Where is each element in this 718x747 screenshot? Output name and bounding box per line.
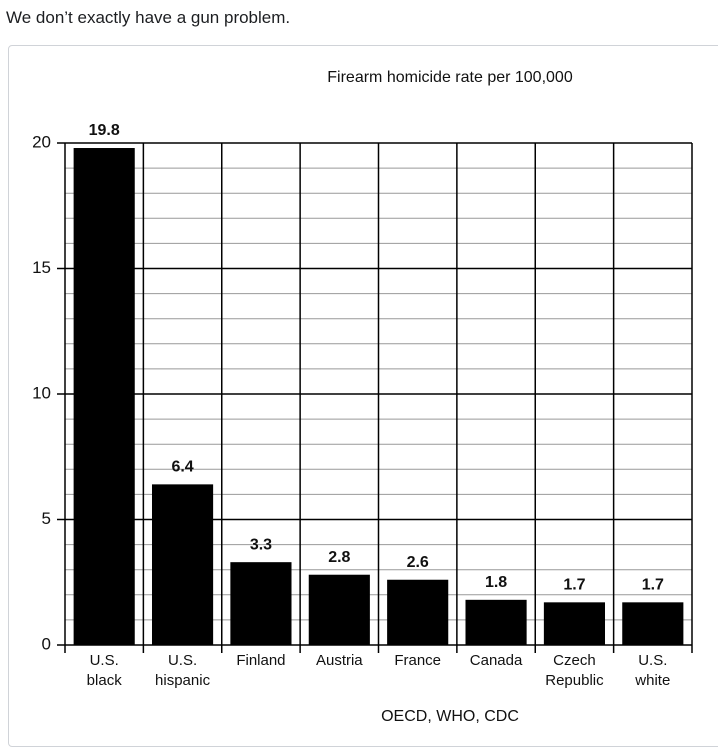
x-tick-label: France [394,652,441,669]
data-label: 6.4 [171,459,193,476]
x-tick-label: Austria [316,652,363,669]
data-label: 2.6 [407,554,429,571]
bar [622,602,684,645]
post-text: We don’t exactly have a gun problem. [6,8,291,27]
source-note: OECD, WHO, CDC [381,708,519,725]
y-tick-label: 10 [32,383,51,402]
x-tick-label: Canada [470,652,523,669]
x-tick-label: U.S. black [87,652,123,689]
bar [387,579,449,645]
data-label: 3.3 [250,536,272,553]
bar [151,484,214,645]
bar [308,574,370,645]
bar [543,602,606,645]
y-tick-label: 20 [32,132,51,151]
data-label: 1.8 [485,574,507,591]
data-label: 19.8 [89,122,120,139]
data-label: 1.7 [563,577,585,594]
x-tick-label: Czech Republic [545,652,604,689]
data-label: 2.8 [328,549,350,566]
y-tick-label: 0 [42,634,51,653]
x-tick-label: U.S. white [634,652,670,689]
x-tick-label: Finland [236,652,285,669]
bar [73,148,135,645]
y-tick-label: 15 [32,258,51,277]
chart-title: Firearm homicide rate per 100,000 [327,69,573,86]
bar [230,562,292,645]
x-tick-label: U.S. hispanic [155,652,211,689]
data-label: 1.7 [642,577,664,594]
y-tick-label: 5 [42,509,51,528]
bar [465,599,527,645]
